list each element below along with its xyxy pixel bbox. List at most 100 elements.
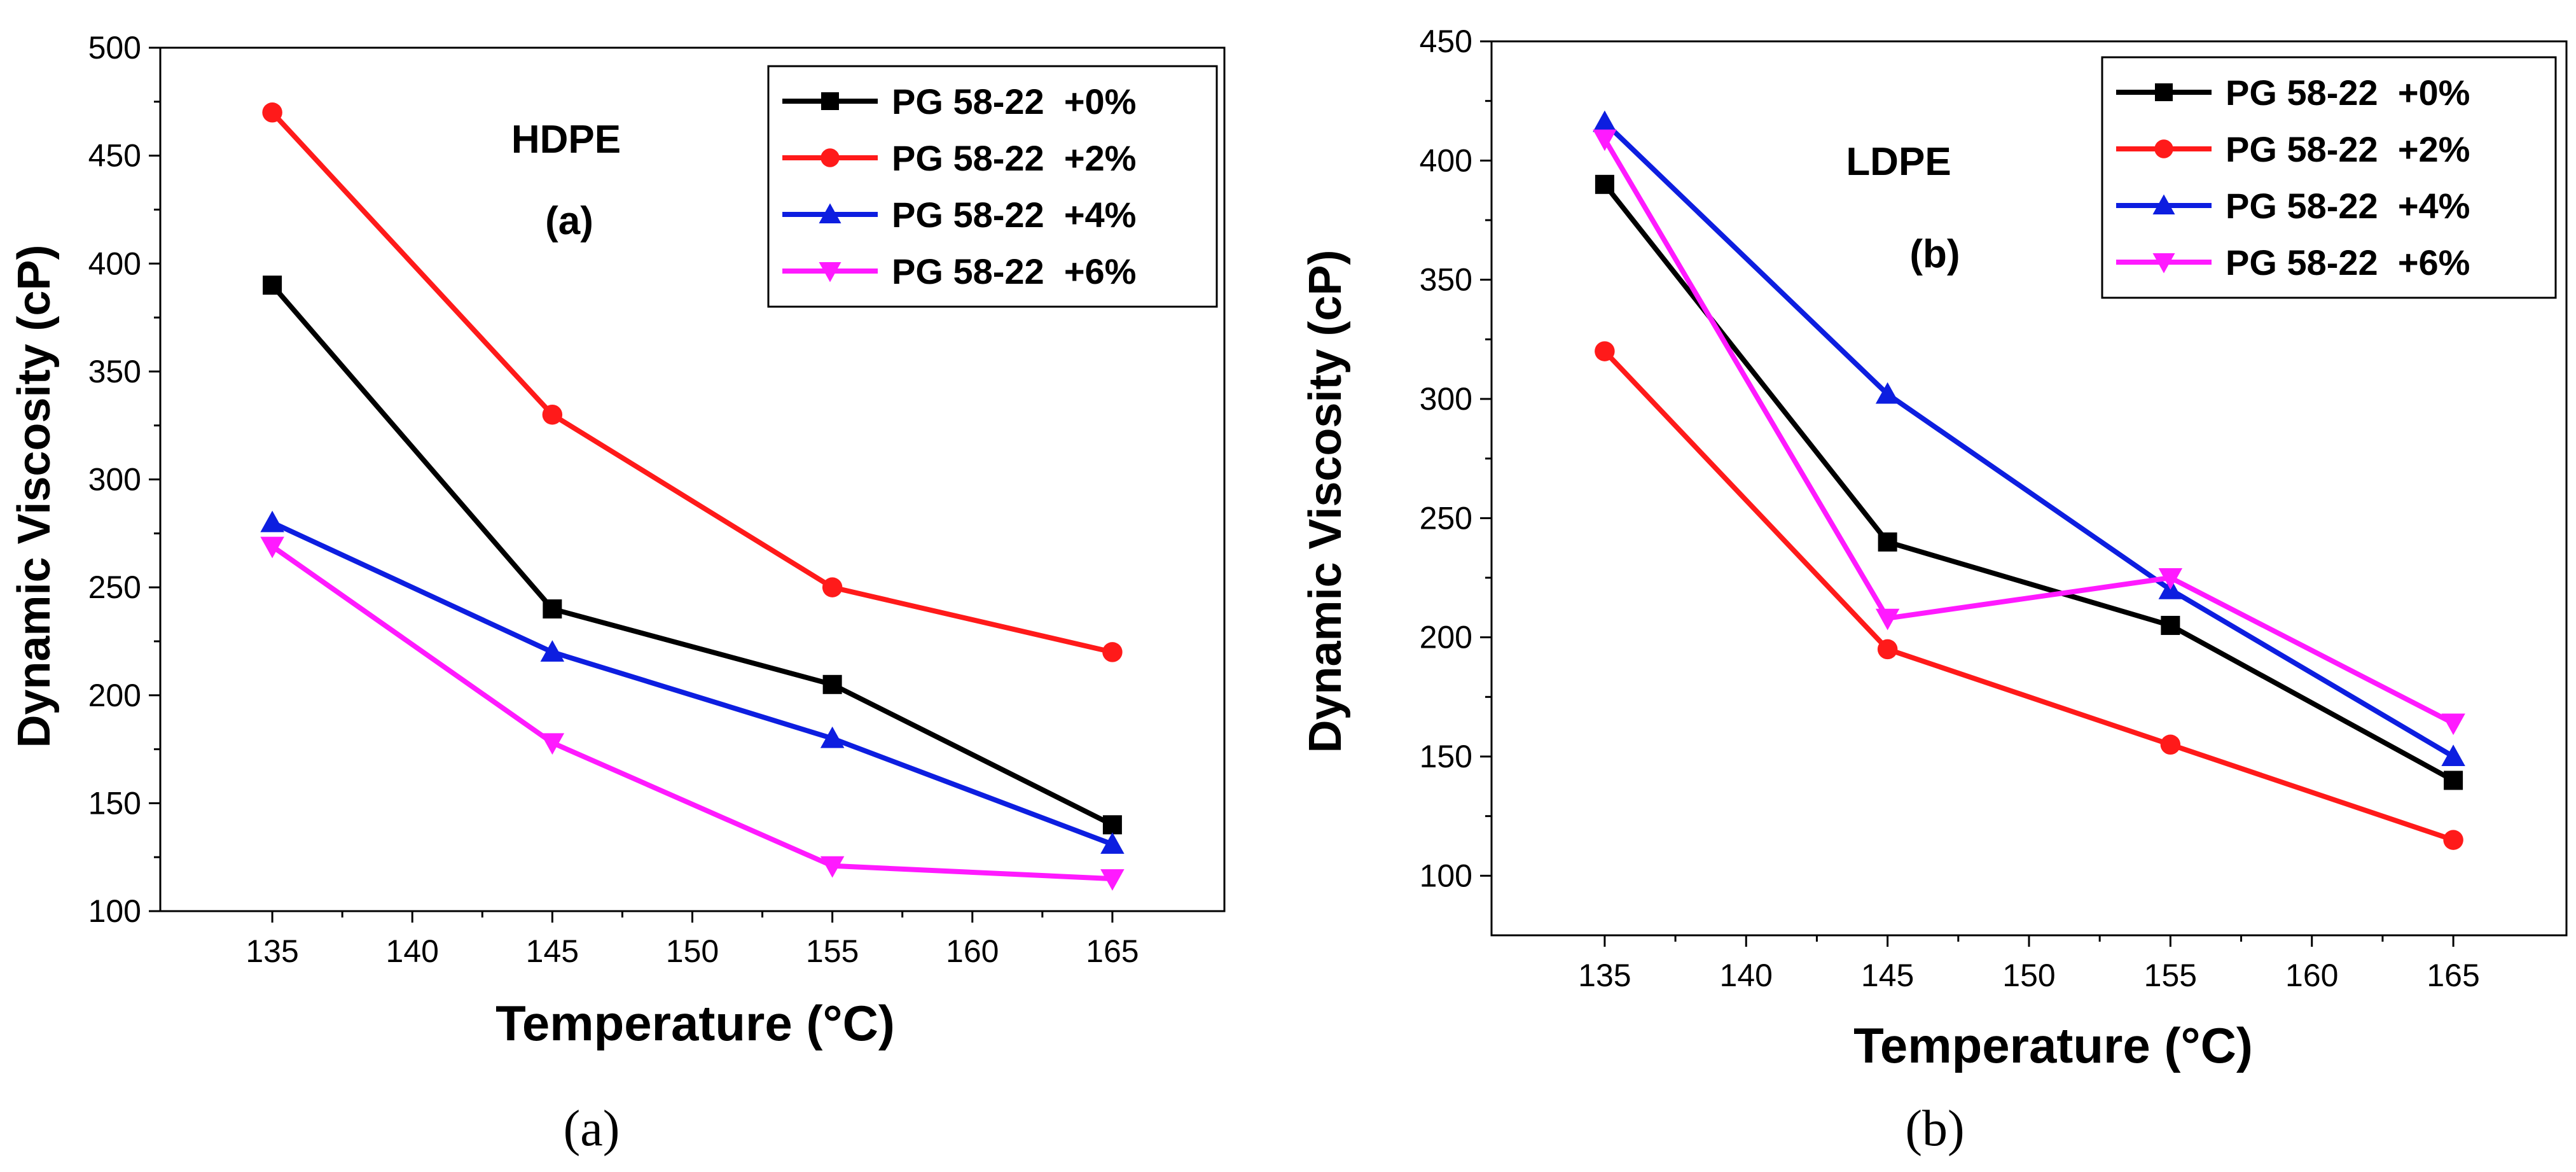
data-point-marker: [1593, 129, 1617, 151]
data-point-marker: [1100, 832, 1125, 854]
data-point-marker: [260, 510, 284, 533]
x-tick-label: 155: [806, 933, 859, 969]
legend-label: PG 58-22 +0%: [892, 81, 1136, 122]
y-tick-label: 400: [1420, 143, 1472, 178]
series: [1595, 341, 2463, 850]
figure-caption: (b): [1905, 1101, 1964, 1157]
data-point-marker: [2441, 744, 2465, 766]
chart-panel-ldpe: LDPE (b) Temperature (°C) Dynamic Viscos…: [1300, 24, 2568, 1157]
legend-item: PG 58-22 +4%: [2116, 186, 2470, 226]
y-axis-label: Dynamic Viscosity (cP): [9, 244, 60, 748]
y-axis-label: Dynamic Viscosity (cP): [1300, 249, 1351, 753]
series: [1593, 129, 2465, 736]
data-point-marker: [2152, 253, 2175, 274]
y-tick-label: 250: [88, 569, 141, 605]
data-point-marker: [1877, 639, 1898, 660]
data-point-marker: [540, 640, 565, 662]
data-point-marker: [820, 726, 845, 748]
y-tick-label: 150: [1420, 739, 1472, 774]
legend-item: PG 58-22 +6%: [2116, 242, 2470, 283]
y-tick-label: 150: [88, 785, 141, 821]
data-point-marker: [822, 674, 842, 694]
series: [1595, 174, 2463, 790]
y-tick-label: 400: [88, 246, 141, 281]
y-tick-label: 200: [1420, 620, 1472, 655]
data-point-marker: [1875, 382, 1900, 404]
chart-panel-hdpe: HDPE (a) Temperature (°C) Dynamic Viscos…: [9, 30, 1226, 1157]
legend-label: PG 58-22 +0%: [2226, 73, 2470, 113]
data-point-marker: [1100, 869, 1125, 891]
x-tick-label: 150: [666, 933, 719, 969]
series-line: [270, 111, 1113, 655]
x-tick-label: 160: [946, 933, 999, 969]
data-point-marker: [1593, 110, 1617, 132]
data-point-marker: [1595, 174, 1614, 194]
data-point-marker: [263, 276, 282, 295]
legend: PG 58-22 +0% PG 58-22 +2% PG 58-22 +4% PG 5…: [767, 65, 1218, 308]
series-line: [1603, 120, 2455, 759]
data-point-marker: [821, 92, 839, 110]
y-tick-label: 450: [88, 138, 141, 174]
y-tick-label: 450: [1420, 24, 1472, 59]
data-point-marker: [2160, 734, 2181, 755]
x-tick-label: 140: [386, 933, 439, 969]
data-point-marker: [540, 733, 565, 755]
x-axis-label: Temperature (°C): [1853, 1017, 2253, 1073]
y-tick-label: 350: [1420, 262, 1472, 298]
series-line: [1602, 349, 2455, 842]
data-point-marker: [2443, 830, 2463, 850]
data-point-marker: [822, 577, 843, 597]
chart-title: HDPE: [511, 118, 621, 162]
series: [262, 102, 1123, 662]
y-tick-label: 100: [1420, 858, 1472, 893]
data-point-marker: [819, 203, 841, 223]
data-point-marker: [542, 404, 563, 425]
legend-label: PG 58-22 +2%: [2226, 129, 2470, 169]
legend-item: PG 58-22 +2%: [2116, 129, 2470, 169]
legend-label: PG 58-22 +4%: [892, 195, 1136, 235]
data-point-marker: [1875, 608, 1900, 631]
data-point-marker: [1102, 642, 1123, 662]
x-tick-label: 160: [2285, 958, 2338, 993]
data-point-marker: [2161, 615, 2180, 635]
series-line: [271, 520, 1114, 847]
series: [260, 536, 1125, 891]
data-point-marker: [2154, 139, 2173, 158]
x-tick-label: 165: [2427, 958, 2479, 993]
legend-item: PG 58-22 +4%: [782, 195, 1136, 235]
legend-label: PG 58-22 +6%: [892, 251, 1136, 291]
x-axis-label: Temperature (°C): [495, 995, 895, 1051]
legend-item: PG 58-22 +2%: [782, 138, 1136, 178]
legend-item: PG 58-22 +0%: [782, 81, 1136, 122]
data-point-marker: [2441, 713, 2465, 736]
data-point-marker: [820, 856, 845, 878]
x-tick-label: 140: [1720, 958, 1773, 993]
x-tick-label: 145: [1861, 958, 1914, 993]
y-tick-label: 100: [88, 893, 141, 929]
y-tick-label: 300: [1420, 381, 1472, 417]
data-point-marker: [543, 599, 562, 619]
data-point-marker: [819, 262, 841, 283]
series: [260, 510, 1125, 854]
data-point-marker: [1878, 532, 1897, 552]
legend-item: PG 58-22 +0%: [2116, 73, 2470, 113]
figure-caption: (a): [564, 1101, 620, 1157]
data-point-marker: [2444, 771, 2463, 790]
series-line: [270, 544, 1113, 882]
legend-item: PG 58-22 +6%: [782, 251, 1136, 291]
y-tick-label: 350: [88, 354, 141, 389]
x-tick-label: 150: [2002, 958, 2055, 993]
series-line: [270, 283, 1114, 827]
x-tick-label: 155: [2144, 958, 2197, 993]
series-line: [1602, 137, 2455, 726]
series-line: [1602, 183, 2455, 783]
legend-box: [767, 65, 1218, 308]
legend-box: [2101, 56, 2557, 299]
data-point-marker: [2155, 83, 2173, 101]
x-tick-label: 135: [246, 933, 298, 969]
legend-label: PG 58-22 +4%: [2226, 186, 2470, 226]
chart-subtitle: (a): [545, 199, 593, 243]
data-point-marker: [1102, 815, 1122, 835]
y-tick-label: 300: [88, 462, 141, 498]
